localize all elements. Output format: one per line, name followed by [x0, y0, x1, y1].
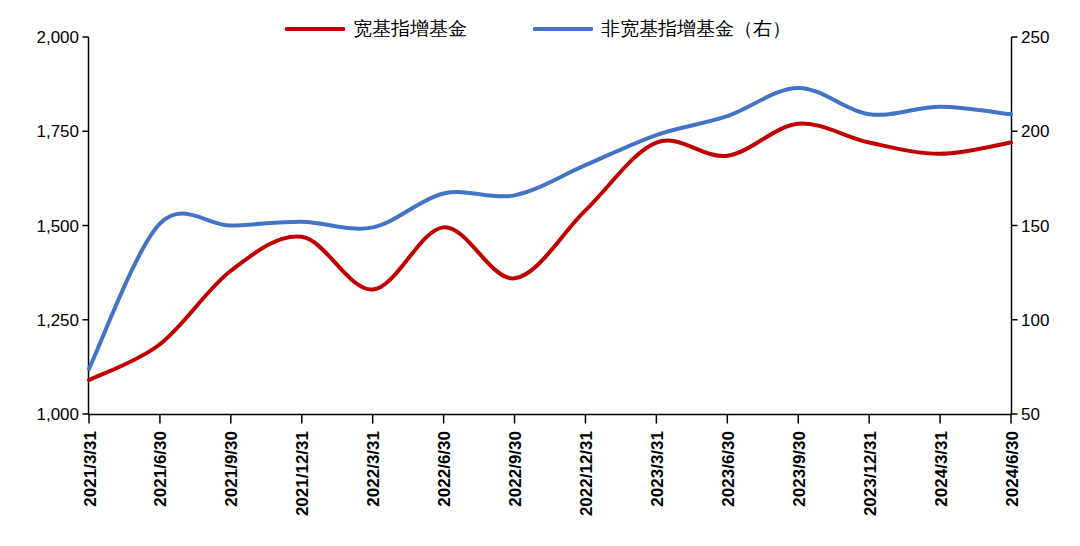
- non-broad-base-funds-line: [89, 88, 1011, 369]
- right-axis-tick-label: 200: [1021, 122, 1049, 141]
- x-axis-tick-label: 2023/9/30: [790, 431, 809, 507]
- chart-canvas: 1,0001,2501,5001,7502,000501001502002502…: [0, 0, 1080, 546]
- legend-label-broad-base-funds: 宽基指增基金: [353, 16, 467, 42]
- legend-item-non-broad-base-funds[interactable]: 非宽基指增基金（右）: [533, 17, 791, 41]
- left-axis-tick-label: 1,500: [36, 217, 79, 236]
- dual-axis-line-chart: 1,0001,2501,5001,7502,000501001502002502…: [0, 0, 1080, 546]
- x-axis-tick-label: 2021/6/30: [151, 431, 170, 507]
- broad-base-funds-line: [89, 124, 1011, 381]
- blue-line-swatch: [533, 27, 593, 31]
- series-layer: [89, 88, 1011, 380]
- x-axis-tick-label: 2024/6/30: [1003, 431, 1022, 507]
- x-axis-tick-label: 2021/3/31: [81, 431, 100, 507]
- left-axis-tick-label: 1,000: [36, 405, 79, 424]
- right-axis-tick-label: 100: [1021, 311, 1049, 330]
- x-axis-tick-label: 2023/3/31: [648, 431, 667, 507]
- x-axis-tick-label: 2024/3/31: [932, 431, 951, 507]
- legend-label-non-broad-base-funds: 非宽基指增基金（右）: [601, 16, 791, 42]
- legend: 宽基指增基金 非宽基指增基金（右）: [0, 17, 1080, 41]
- x-axis-tick-label: 2023/6/30: [719, 431, 738, 507]
- legend-item-broad-base-funds[interactable]: 宽基指增基金: [285, 17, 467, 41]
- x-axis-tick-label: 2021/9/30: [222, 431, 241, 507]
- red-line-swatch: [285, 27, 345, 31]
- left-axis-tick-label: 1,750: [36, 122, 79, 141]
- x-axis-tick-label: 2021/12/31: [293, 431, 312, 516]
- x-axis-tick-label: 2022/6/30: [435, 431, 454, 507]
- left-axis-tick-label: 1,250: [36, 311, 79, 330]
- right-axis-tick-label: 50: [1021, 405, 1040, 424]
- x-axis-tick-label: 2022/12/31: [577, 431, 596, 516]
- x-axis-tick-label: 2023/12/31: [861, 431, 880, 516]
- x-axis-tick-label: 2022/9/30: [506, 431, 525, 507]
- x-axis-tick-label: 2022/3/31: [364, 431, 383, 507]
- axes-layer: 1,0001,2501,5001,7502,000501001502002502…: [36, 28, 1049, 516]
- right-axis-tick-label: 150: [1021, 217, 1049, 236]
